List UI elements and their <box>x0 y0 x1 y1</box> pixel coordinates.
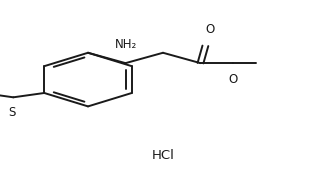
Text: O: O <box>229 73 238 86</box>
Text: O: O <box>206 23 215 36</box>
Text: HCl: HCl <box>152 149 174 162</box>
Text: S: S <box>8 106 15 119</box>
Text: NH₂: NH₂ <box>114 38 137 51</box>
